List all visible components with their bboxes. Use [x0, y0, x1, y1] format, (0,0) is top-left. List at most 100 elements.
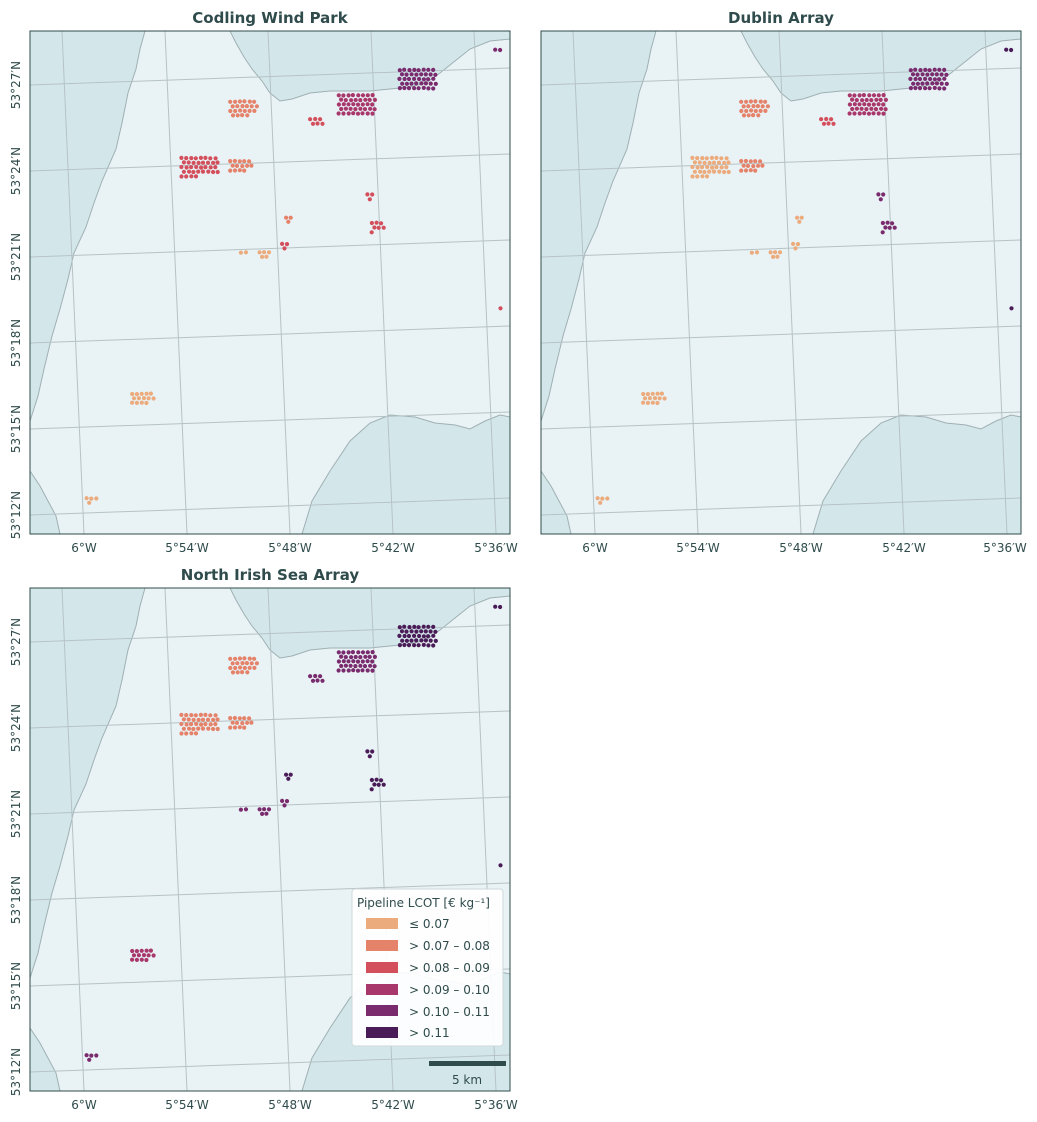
- site-dot: [690, 155, 695, 160]
- site-dot: [339, 106, 344, 112]
- site-dot: [284, 772, 289, 777]
- site-dot: [852, 111, 857, 116]
- site-dot: [360, 111, 365, 116]
- site-dot: [264, 811, 269, 816]
- site-dot: [179, 155, 184, 160]
- site-dot: [923, 67, 928, 72]
- site-dot: [704, 156, 709, 161]
- site-dot: [381, 225, 386, 230]
- lon-tick: 5°54′W: [165, 541, 209, 555]
- site-dot: [920, 72, 925, 77]
- lat-tick: 53°27′N: [9, 618, 23, 666]
- site-dot: [819, 117, 824, 122]
- site-dot: [749, 108, 754, 113]
- site-dot: [655, 400, 660, 406]
- site-dot: [414, 72, 419, 77]
- site-dot: [136, 396, 141, 401]
- site-dot: [200, 169, 206, 174]
- site-dot: [932, 77, 937, 82]
- site-dot: [847, 111, 852, 116]
- site-dot: [722, 169, 727, 175]
- site-dot: [412, 633, 417, 638]
- site-dot: [341, 659, 346, 664]
- site-dot: [198, 712, 203, 717]
- site-dot: [932, 67, 937, 72]
- site-dot: [139, 948, 144, 953]
- site-dot: [498, 306, 503, 311]
- site-dot: [249, 163, 254, 168]
- lat-tick: 53°15′N: [9, 962, 23, 1010]
- legend-swatch: [366, 1005, 398, 1016]
- site-dot: [89, 496, 94, 501]
- site-dot: [370, 192, 375, 197]
- site-dot: [260, 254, 265, 259]
- site-dot: [230, 661, 235, 666]
- site-dot: [235, 661, 240, 666]
- site-dot: [249, 661, 254, 666]
- site-dot: [927, 68, 932, 73]
- site-dot: [280, 241, 285, 246]
- site-dot: [213, 156, 218, 161]
- site-dot: [758, 99, 763, 104]
- site-dot: [351, 102, 356, 107]
- site-dot: [726, 160, 731, 165]
- site-dot: [726, 169, 731, 175]
- site-dot: [257, 807, 262, 812]
- site-dot: [869, 106, 874, 111]
- site-dot: [247, 716, 252, 721]
- site-dot: [419, 72, 424, 77]
- site-dot: [247, 159, 252, 164]
- site-dot: [404, 81, 409, 86]
- site-dot: [89, 1053, 94, 1058]
- land-southwest: [30, 1027, 61, 1091]
- site-dot: [753, 99, 758, 104]
- site-dot: [821, 121, 827, 126]
- site-dot: [854, 106, 859, 111]
- site-dot: [871, 111, 876, 116]
- site-dot: [711, 169, 717, 174]
- site-dot: [645, 392, 650, 397]
- site-dot: [184, 713, 189, 718]
- site-dot: [336, 102, 341, 107]
- site-dot: [883, 107, 888, 112]
- site-dot: [367, 197, 372, 202]
- site-dot: [692, 160, 697, 165]
- site-dot: [421, 642, 426, 647]
- site-dot: [232, 158, 237, 164]
- site-dot: [431, 643, 436, 648]
- site-dot: [739, 108, 744, 114]
- site-dot: [211, 726, 216, 732]
- site-dot: [232, 715, 237, 721]
- site-dot: [724, 165, 729, 170]
- site-dot: [284, 799, 290, 804]
- site-dot: [242, 656, 247, 661]
- site-dot: [134, 957, 139, 962]
- site-dot: [191, 726, 196, 732]
- site-dot: [313, 116, 318, 122]
- site-dot: [1009, 47, 1014, 53]
- site-dot: [746, 113, 751, 118]
- site-dot: [397, 625, 402, 630]
- site-dot: [351, 659, 356, 664]
- site-dot: [141, 396, 147, 401]
- site-dot: [240, 661, 245, 666]
- site-dot: [910, 72, 916, 77]
- site-dot: [695, 174, 700, 179]
- site-dot: [370, 650, 375, 655]
- site-dot: [368, 663, 373, 668]
- site-dot: [698, 169, 703, 174]
- site-dot: [315, 678, 320, 683]
- site-dot: [196, 160, 201, 165]
- site-dot: [824, 116, 829, 122]
- site-dot: [237, 725, 242, 730]
- site-dot: [336, 111, 341, 116]
- site-dot: [407, 625, 412, 630]
- map-frame: [29, 587, 511, 1092]
- site-dot: [365, 192, 370, 197]
- site-dot: [920, 81, 925, 86]
- site-dot: [208, 165, 213, 170]
- site-dot: [879, 106, 884, 111]
- site-dot: [641, 391, 646, 397]
- site-dot: [406, 643, 412, 648]
- site-dot: [397, 68, 402, 73]
